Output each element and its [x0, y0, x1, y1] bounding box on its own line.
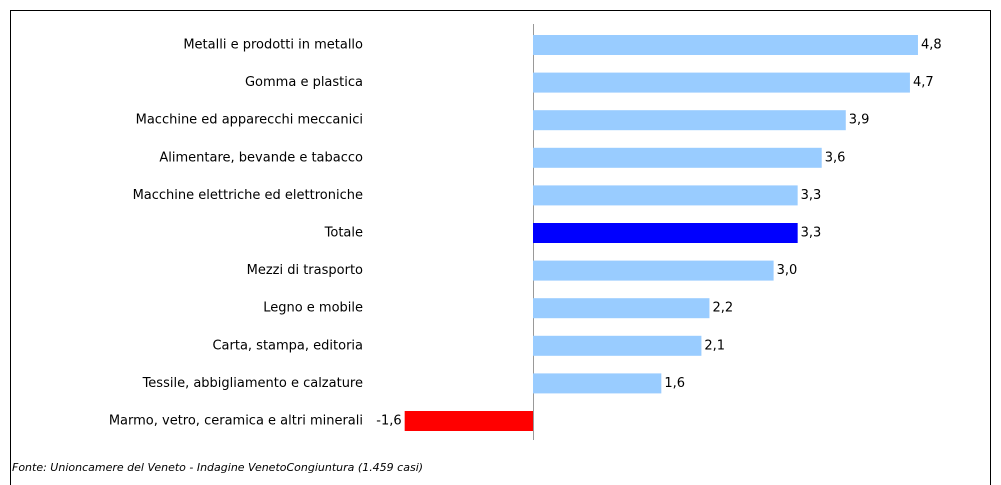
value-label: 3,0: [777, 263, 798, 278]
bar: [533, 35, 918, 55]
category-label: Legno e mobile: [263, 301, 363, 316]
value-label: 2,1: [704, 338, 725, 353]
value-label: 2,2: [712, 301, 733, 316]
bar: [533, 335, 702, 356]
value-label: -1,6: [376, 414, 401, 429]
bar: [533, 72, 910, 93]
bar: [533, 373, 662, 394]
category-label: Gomma e plastica: [245, 75, 363, 90]
category-label: Alimentare, bevande e tabacco: [159, 150, 363, 165]
category-label: Totale: [324, 226, 363, 241]
category-label: Macchine elettriche ed elettroniche: [133, 188, 363, 203]
value-label: 4,7: [913, 75, 934, 90]
category-label: Tessile, abbigliamento e calzature: [142, 376, 363, 391]
value-label: 3,3: [801, 226, 822, 241]
value-label: 3,3: [801, 188, 822, 203]
value-label: 3,6: [825, 150, 846, 165]
bar: [533, 298, 710, 319]
bar: [533, 223, 798, 243]
value-label: 4,8: [921, 38, 942, 53]
source-note: Fonte: Unioncamere del Veneto - Indagine…: [12, 461, 423, 474]
bar: [533, 147, 822, 168]
category-label: Metalli e prodotti in metallo: [183, 38, 363, 53]
category-label: Mezzi di trasporto: [247, 263, 363, 278]
bar: [533, 185, 798, 206]
bar: [533, 110, 846, 131]
bar: [404, 411, 533, 431]
frame: [10, 10, 991, 485]
bar: [533, 260, 774, 281]
value-label: 1,6: [664, 376, 685, 391]
category-label: Macchine ed apparecchi meccanici: [136, 113, 363, 128]
value-label: 3,9: [849, 113, 870, 128]
category-label: Carta, stampa, editoria: [212, 338, 363, 353]
category-label: Marmo, vetro, ceramica e altri minerali: [109, 414, 363, 429]
